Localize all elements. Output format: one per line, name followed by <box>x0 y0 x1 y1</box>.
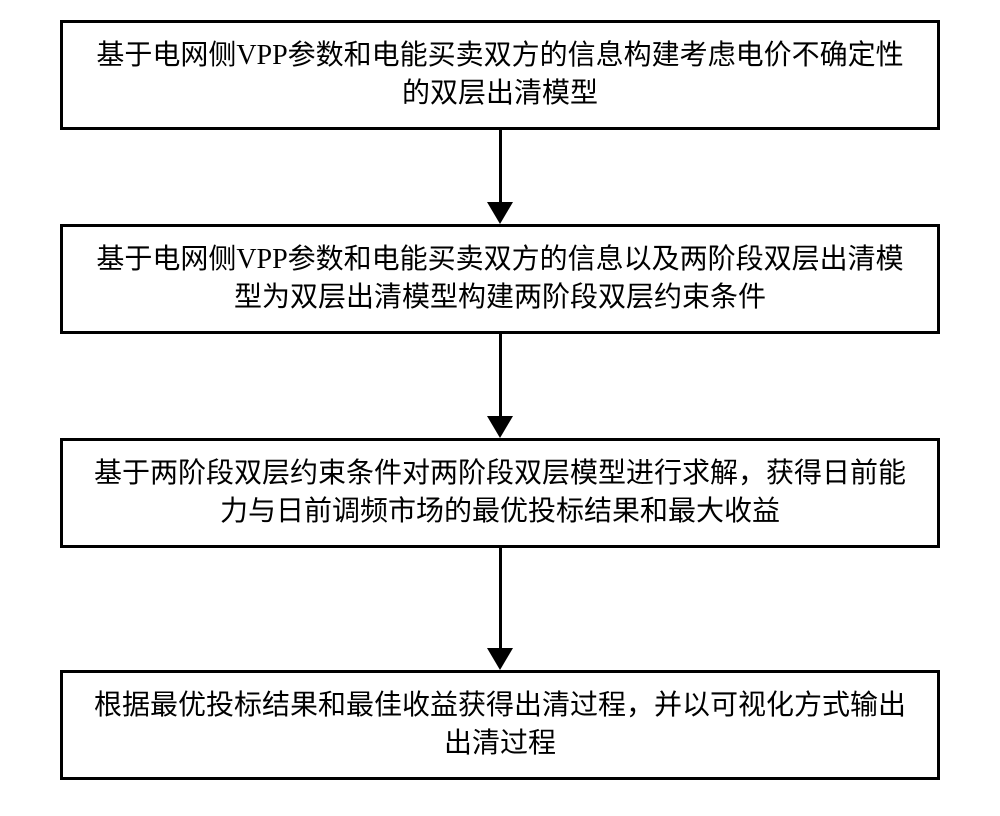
flow-step-text: 基于电网侧VPP参数和电能买卖双方的信息以及两阶段双层出清模型为双层出清模型构建… <box>83 241 917 317</box>
arrow-head-3 <box>487 648 513 670</box>
arrow-head-1 <box>487 202 513 224</box>
flow-step-step1: 基于电网侧VPP参数和电能买卖双方的信息构建考虑电价不确定性的双层出清模型 <box>60 20 940 130</box>
arrow-line-3 <box>499 548 502 648</box>
flow-step-step4: 根据最优投标结果和最佳收益获得出清过程，并以可视化方式输出出清过程 <box>60 670 940 780</box>
flowchart-container: 基于电网侧VPP参数和电能买卖双方的信息构建考虑电价不确定性的双层出清模型基于电… <box>0 0 1000 816</box>
flow-step-text: 根据最优投标结果和最佳收益获得出清过程，并以可视化方式输出出清过程 <box>83 687 917 763</box>
arrow-head-2 <box>487 416 513 438</box>
flow-step-step3: 基于两阶段双层约束条件对两阶段双层模型进行求解，获得日前能力与日前调频市场的最优… <box>60 438 940 548</box>
flow-step-text: 基于两阶段双层约束条件对两阶段双层模型进行求解，获得日前能力与日前调频市场的最优… <box>83 455 917 531</box>
arrow-line-2 <box>499 334 502 416</box>
flow-step-text: 基于电网侧VPP参数和电能买卖双方的信息构建考虑电价不确定性的双层出清模型 <box>83 37 917 113</box>
arrow-line-1 <box>499 130 502 202</box>
flow-step-step2: 基于电网侧VPP参数和电能买卖双方的信息以及两阶段双层出清模型为双层出清模型构建… <box>60 224 940 334</box>
